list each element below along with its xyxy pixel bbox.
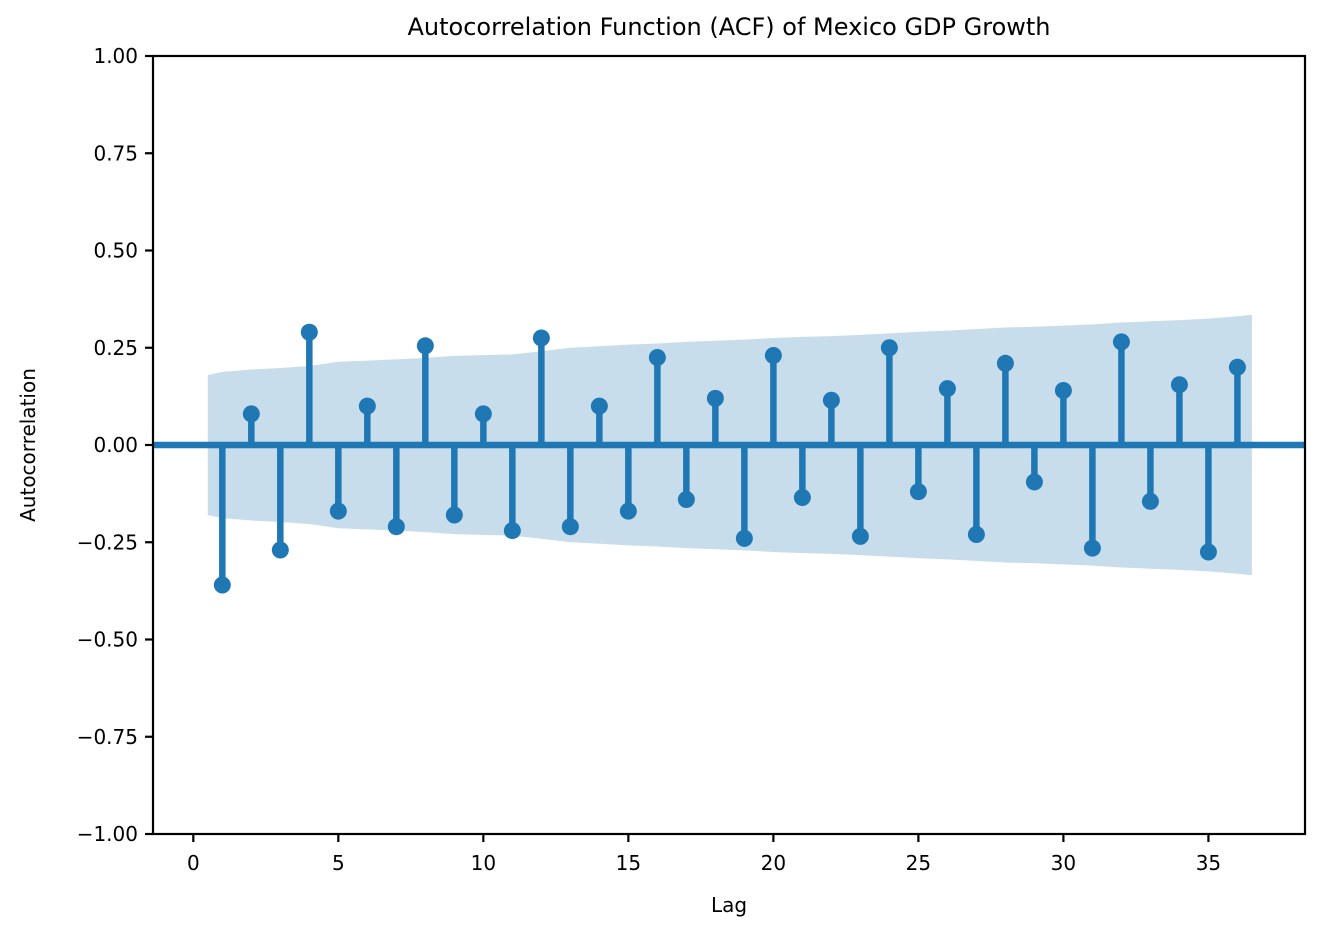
acf-marker-lag-22: [822, 391, 840, 409]
acf-marker-lag-26: [938, 380, 956, 398]
x-tick-label: 0: [187, 851, 200, 875]
x-tick-label: 30: [1051, 851, 1076, 875]
acf-stems: [213, 323, 1246, 594]
acf-marker-lag-8: [416, 337, 434, 355]
acf-marker-lag-11: [503, 522, 521, 540]
acf-marker-lag-3: [271, 541, 289, 559]
x-axis-ticks: 0 5 10 15 20 25 30 35: [187, 834, 1221, 875]
acf-marker-lag-12: [532, 329, 550, 347]
acf-marker-lag-24: [880, 339, 898, 357]
acf-marker-lag-5: [329, 502, 347, 520]
y-tick-label: −0.75: [77, 725, 138, 749]
acf-marker-lag-25: [909, 483, 927, 501]
acf-marker-lag-34: [1170, 376, 1188, 394]
acf-marker-lag-30: [1054, 382, 1072, 400]
y-tick-label: 0.75: [93, 141, 138, 165]
x-tick-label: 10: [471, 851, 496, 875]
x-tick-label: 5: [332, 851, 345, 875]
y-tick-label: 0.00: [93, 433, 138, 457]
chart-title: Autocorrelation Function (ACF) of Mexico…: [407, 13, 1051, 41]
acf-marker-lag-33: [1141, 492, 1159, 510]
y-tick-label: 0.25: [93, 336, 138, 360]
acf-marker-lag-31: [1083, 539, 1101, 557]
acf-marker-lag-14: [590, 397, 608, 415]
y-tick-label: −0.25: [77, 530, 138, 554]
y-tick-label: 1.00: [93, 44, 138, 68]
acf-marker-lag-10: [474, 405, 492, 423]
x-axis-label: Lag: [710, 893, 748, 917]
acf-marker-lag-7: [387, 518, 405, 536]
acf-marker-lag-1: [213, 576, 231, 594]
acf-marker-lag-16: [648, 348, 666, 366]
acf-marker-lag-20: [764, 347, 782, 365]
acf-marker-lag-2: [242, 405, 260, 423]
y-tick-label: 0.50: [93, 239, 138, 263]
acf-marker-lag-15: [619, 502, 637, 520]
acf-marker-lag-6: [358, 397, 376, 415]
acf-marker-lag-21: [793, 489, 811, 507]
acf-marker-lag-23: [851, 527, 869, 545]
x-tick-label: 20: [761, 851, 786, 875]
acf-marker-lag-35: [1199, 543, 1217, 561]
acf-marker-lag-28: [996, 354, 1014, 372]
x-tick-label: 35: [1196, 851, 1221, 875]
acf-marker-lag-32: [1112, 333, 1130, 351]
acf-marker-lag-19: [735, 529, 753, 547]
acf-marker-lag-36: [1228, 358, 1246, 376]
y-axis-ticks: 1.00 0.75 0.50 0.25 0.00 −0.25 −0.50 −0.75 −1.00: [77, 44, 153, 846]
acf-marker-lag-13: [561, 518, 579, 536]
acf-marker-lag-4: [300, 323, 318, 341]
y-tick-label: −0.50: [77, 628, 138, 652]
acf-marker-lag-9: [445, 506, 463, 524]
acf-marker-lag-18: [706, 389, 724, 407]
x-tick-label: 15: [616, 851, 641, 875]
acf-marker-lag-17: [677, 490, 695, 508]
y-tick-label: −1.00: [77, 822, 138, 846]
y-axis-label: Autocorrelation: [16, 368, 40, 522]
acf-marker-lag-29: [1025, 473, 1043, 491]
acf-marker-lag-27: [967, 525, 985, 543]
x-tick-label: 25: [906, 851, 931, 875]
